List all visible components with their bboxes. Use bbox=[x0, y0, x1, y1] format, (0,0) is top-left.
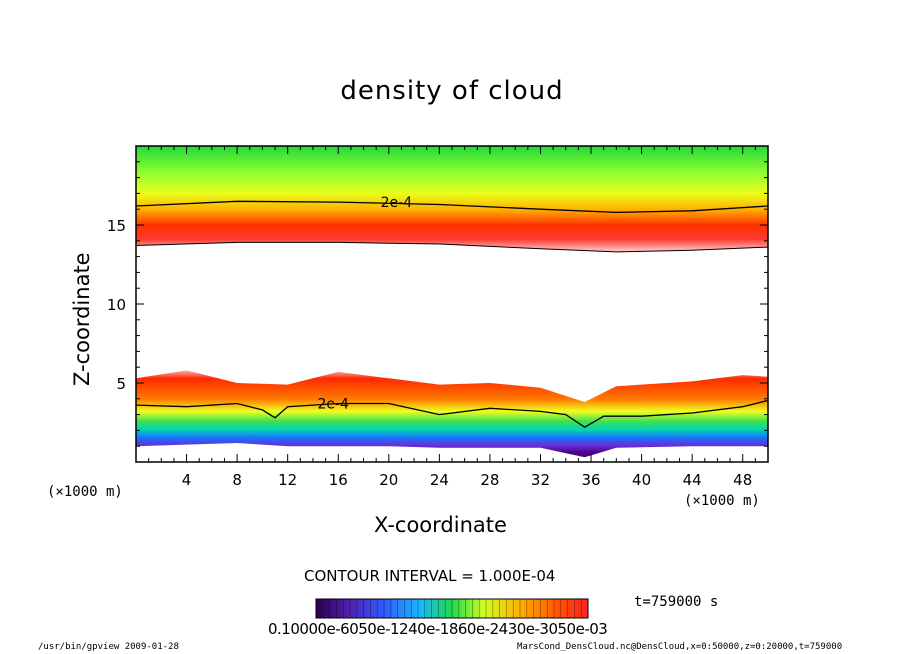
x-tick-label: 28 bbox=[480, 471, 499, 489]
lower-cloud-band bbox=[136, 370, 768, 458]
lower-contour-label: 2e-4 bbox=[317, 397, 349, 413]
x-tick-label: 16 bbox=[329, 471, 348, 489]
x-tick-label: 48 bbox=[733, 471, 752, 489]
chart-title: density of cloud bbox=[340, 76, 564, 106]
y-tick-label: 15 bbox=[107, 217, 126, 235]
x-tick-label: 24 bbox=[430, 471, 449, 489]
x-tick-label: 4 bbox=[182, 471, 192, 489]
x-tick-label: 12 bbox=[278, 471, 297, 489]
y-tick-label: 10 bbox=[107, 296, 126, 314]
x-tick-label: 44 bbox=[683, 471, 702, 489]
x-tick-label: 32 bbox=[531, 471, 550, 489]
x-unit-left: (×1000 m) bbox=[47, 484, 123, 500]
upper-contour-2e-4 bbox=[136, 200, 768, 214]
x-tick-label: 36 bbox=[581, 471, 600, 489]
time-label: t=759000 s bbox=[634, 594, 719, 610]
y-tick-label: 5 bbox=[116, 375, 126, 393]
footer-right: MarsCond_DensCloud.nc@DensCloud,x=0:5000… bbox=[517, 642, 843, 652]
colorbar-labels: 0.10000e-6050e-1240e-1860e-2430e-3050e-0… bbox=[268, 620, 608, 638]
upper-cloud-band bbox=[136, 146, 768, 252]
x-unit-right: (×1000 m) bbox=[684, 493, 760, 509]
x-tick-label: 20 bbox=[379, 471, 398, 489]
x-tick-label: 40 bbox=[632, 471, 651, 489]
contour-interval: CONTOUR INTERVAL = 1.000E-04 bbox=[304, 567, 556, 585]
upper-cloud-base-contour bbox=[136, 241, 768, 253]
upper-contour-label: 2e-4 bbox=[381, 195, 413, 211]
x-axis-label: X-coordinate bbox=[374, 513, 507, 537]
footer-left: /usr/bin/gpview 2009-01-28 bbox=[38, 642, 179, 652]
lower-contour-2e-4 bbox=[136, 399, 768, 428]
x-tick-label: 8 bbox=[232, 471, 242, 489]
